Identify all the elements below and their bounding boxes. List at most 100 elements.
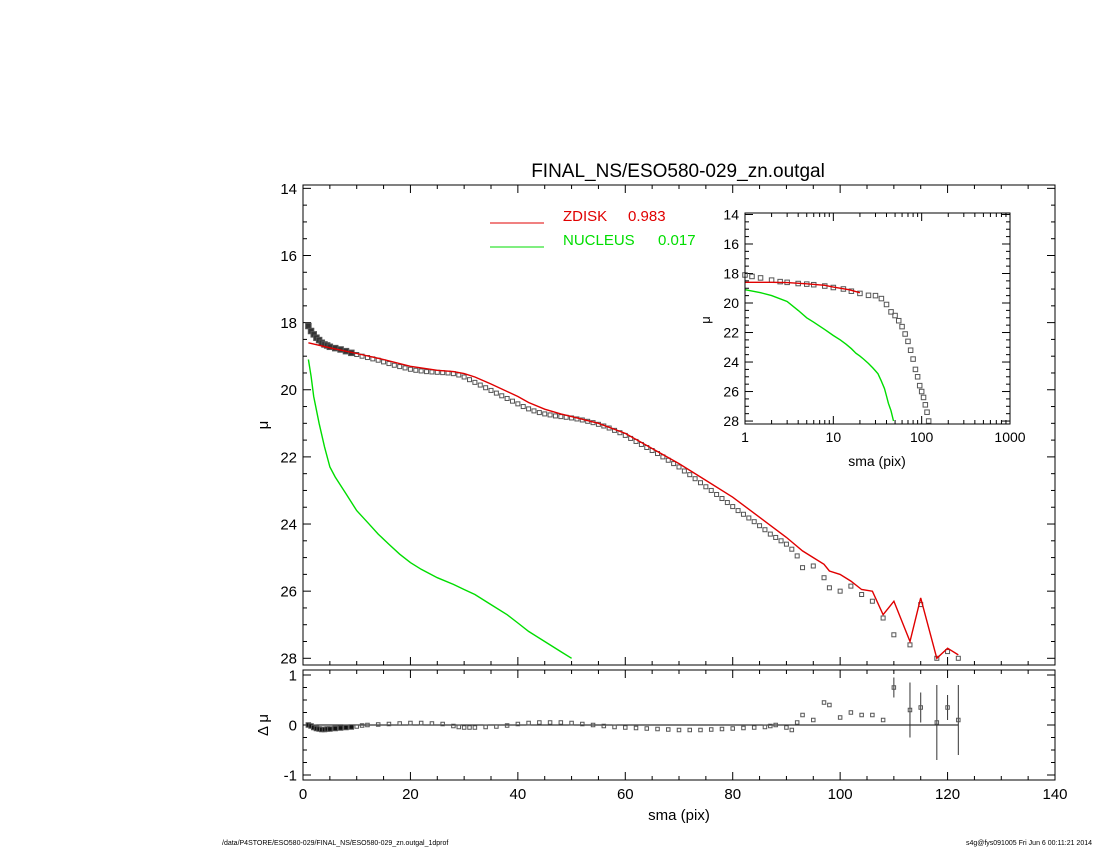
residual-point [666,727,671,732]
inset-axis-ticks: 1 10 100 1000 14 16 18 20 22 24 26 28 [723,207,1025,445]
data-point [762,527,768,533]
residual-point [558,720,564,725]
data-point [735,508,741,514]
data-point [912,366,919,373]
data-point [402,365,408,371]
x-tick-label: 140 [1042,786,1067,803]
residual-point [821,700,827,705]
y-tick-label: 16 [280,248,297,265]
data-point [892,312,898,319]
residual-point [418,720,424,726]
data-point [945,649,951,655]
residual-point [800,712,805,718]
inset-x-axis-label: sma (pix) [848,453,906,469]
y-tick-label: 20 [280,382,297,399]
data-point [676,464,682,470]
residual-point [698,727,703,733]
data-point [509,398,515,404]
data-point [749,273,755,280]
data-point [536,410,542,416]
residual-point [429,721,435,726]
residual-point [504,723,510,728]
y-tick-label: 20 [723,295,739,311]
data-point [520,404,526,410]
main-plot-frame [302,184,1056,666]
data-point [708,487,714,493]
data-point [902,331,908,337]
x-tick-label: 80 [724,786,741,803]
x-tick-label: 100 [828,786,853,803]
x-tick-label: 60 [617,786,634,803]
residual-point [612,724,617,730]
y-tick-label: -1 [284,767,297,784]
data-point [910,356,916,362]
residual-y-axis-label: Δ μ [255,714,272,736]
data-point [488,387,494,393]
x-tick-label: 20 [402,786,419,803]
series-line-nucleus [744,289,895,422]
residual-point [332,725,338,732]
x-tick-label: 120 [935,786,960,803]
inset-plot: μ sma (pix) 1 10 100 1000 14 16 18 20 22 24 26 28 [698,207,1026,469]
data-point [386,361,392,367]
residual-point [515,721,521,727]
residual-plot: Δ μ sma (pix) 0 20 40 60 80 100 120 140-101 [255,667,1068,824]
residual-point [633,725,639,731]
residual-point [794,720,800,725]
data-point [558,414,564,420]
data-point [848,583,854,589]
data-point [810,563,816,569]
residual-point [365,722,370,728]
residual-point [644,726,650,731]
data-point [789,546,795,552]
residual-axis-ticks: 0 20 40 60 80 100 120 140-101 [284,667,1068,803]
residual-point [789,727,795,733]
residual-point [397,721,402,726]
residual-point [461,725,467,730]
data-point [697,480,703,486]
data-point [740,511,746,517]
footer-timestamp: s4g@fys091005 Fri Jun 6 00:11:21 2014 [965,840,1092,847]
data-point [826,585,832,591]
residual-point [483,724,488,730]
residual-point [811,717,816,723]
data-point [418,368,424,374]
data-point [493,390,499,396]
residual-point [751,725,757,730]
data-point [883,301,890,308]
residual-point [719,726,725,732]
residual-point [580,721,585,727]
legend-zdisk-value: 0.983 [628,208,666,225]
y-tick-label: 14 [280,181,297,198]
residual-point [907,707,913,713]
residual-point [837,715,843,720]
main-axis-ticks: 14 16 18 20 22 24 26 28 [280,181,1056,668]
data-point [407,366,413,372]
x-tick-label: 40 [510,786,527,803]
main-series-group [305,322,961,661]
data-point [504,395,510,401]
data-point [456,372,462,378]
residual-point [768,723,773,729]
x-tick-label: 100 [910,429,934,445]
residual-point [354,724,359,729]
data-point [888,309,894,315]
residual-point [945,705,950,710]
residual-point [859,712,864,718]
residual-x-axis-label: sma (pix) [648,807,710,824]
data-point [905,338,911,345]
residual-point [547,720,553,725]
data-point [773,534,779,540]
data-point [515,401,521,407]
data-point [859,592,865,598]
residual-point [348,724,355,730]
inset-y-axis-label: μ [698,316,713,324]
data-point [891,632,897,638]
y-tick-label: 22 [280,449,297,466]
data-point [730,504,736,510]
data-point [880,615,886,621]
x-tick-label: 1 [741,429,749,445]
data-point [918,388,925,395]
y-tick-label: 24 [723,354,739,370]
data-point [472,379,478,385]
